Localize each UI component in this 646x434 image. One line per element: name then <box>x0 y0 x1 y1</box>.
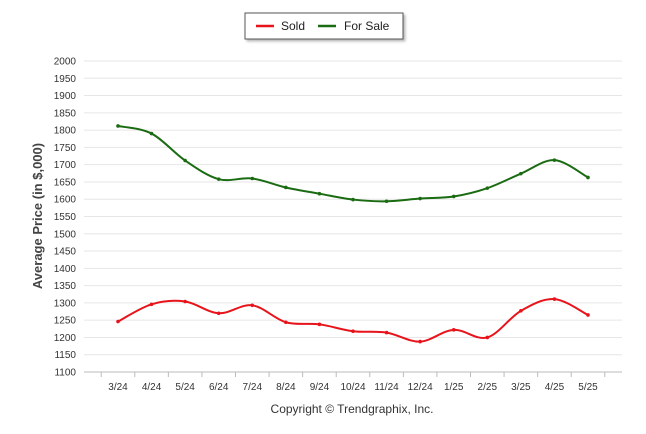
y-tick-label: 1850 <box>54 108 77 119</box>
y-tick-label: 1250 <box>54 316 77 327</box>
data-point-for-sale <box>149 131 154 136</box>
x-tick-label: 5/24 <box>175 382 195 393</box>
data-point-sold <box>149 302 154 307</box>
data-point-sold <box>284 320 288 325</box>
gridlines <box>84 60 622 356</box>
data-point-for-sale <box>351 197 355 202</box>
data-point-for-sale <box>317 191 322 196</box>
data-point-for-sale <box>586 175 590 180</box>
x-tick-label: 9/24 <box>310 382 330 393</box>
data-point-for-sale <box>116 124 120 128</box>
data-point-sold <box>586 313 590 317</box>
series-line-for-sale <box>117 124 589 203</box>
data-point-for-sale <box>284 185 288 190</box>
x-tick-label: 10/24 <box>340 382 365 393</box>
x-tick-label: 6/24 <box>209 382 229 393</box>
x-tick-label: 8/24 <box>276 382 296 393</box>
x-tick-label: 4/24 <box>142 382 162 393</box>
y-tick-label: 1500 <box>54 229 77 240</box>
data-point-for-sale <box>216 177 221 181</box>
x-axis-ticks: 3/24 4/24 5/24 6/24 7/24 8/24 9/24 10/24 11/24 12… <box>100 372 606 393</box>
data-point-sold <box>384 330 389 335</box>
data-point-sold <box>116 319 120 324</box>
data-point-sold <box>519 309 523 313</box>
y-axis-label: Average Price (in $,000) <box>30 143 45 289</box>
y-tick-label: 2000 <box>54 57 77 68</box>
data-point-sold <box>451 328 456 332</box>
y-tick-label: 1750 <box>54 143 77 154</box>
y-tick-label: 1900 <box>54 91 77 102</box>
y-tick-label: 1450 <box>54 247 77 258</box>
data-point-for-sale <box>552 158 557 162</box>
data-point-for-sale <box>183 158 187 163</box>
x-tick-label: 3/25 <box>511 382 531 393</box>
copyright-text: Copyright © Trendgraphix, Inc. <box>271 402 434 416</box>
data-point-for-sale <box>384 199 389 204</box>
series-lines <box>116 124 590 344</box>
y-tick-label: 1350 <box>54 281 77 292</box>
data-point-sold <box>216 311 221 316</box>
x-tick-label: 1/25 <box>444 382 464 393</box>
x-tick-label: 3/24 <box>108 382 128 393</box>
data-point-for-sale <box>485 186 490 190</box>
y-tick-label: 1800 <box>54 126 77 137</box>
y-tick-label: 1650 <box>54 177 77 188</box>
data-point-for-sale <box>451 194 456 199</box>
data-point-sold <box>250 303 255 308</box>
y-tick-label: 1950 <box>54 74 77 85</box>
y-tick-label: 1200 <box>54 333 77 344</box>
y-tick-label: 1100 <box>54 368 76 379</box>
x-tick-label: 12/24 <box>408 382 433 393</box>
y-axis-ticks: 1100 1150 1200 1250 1300 1350 1400 1450 1500 1550… <box>54 57 77 379</box>
x-tick-label: 5/25 <box>578 382 598 393</box>
data-point-sold <box>485 335 490 340</box>
data-point-for-sale <box>418 196 422 201</box>
legend-label-sold: Sold <box>281 19 305 33</box>
y-tick-label: 1550 <box>54 212 77 223</box>
y-tick-label: 1600 <box>54 195 77 206</box>
data-point-sold <box>183 299 187 304</box>
data-point-sold <box>351 329 355 334</box>
data-point-for-sale <box>519 171 523 176</box>
x-tick-label: 11/24 <box>374 382 399 393</box>
y-tick-label: 1150 <box>54 350 76 361</box>
data-point-sold <box>418 339 422 344</box>
legend-label-for-sale: For Sale <box>344 19 390 33</box>
x-tick-label: 2/25 <box>478 382 498 393</box>
y-tick-label: 1300 <box>54 298 77 309</box>
legend: Sold For Sale <box>244 12 404 40</box>
y-tick-label: 1700 <box>54 160 77 171</box>
data-point-sold <box>552 297 557 301</box>
data-point-for-sale <box>250 176 255 181</box>
x-tick-label: 4/25 <box>545 382 565 393</box>
data-point-sold <box>317 322 322 327</box>
y-tick-label: 1400 <box>54 264 77 275</box>
x-tick-label: 7/24 <box>243 382 263 393</box>
